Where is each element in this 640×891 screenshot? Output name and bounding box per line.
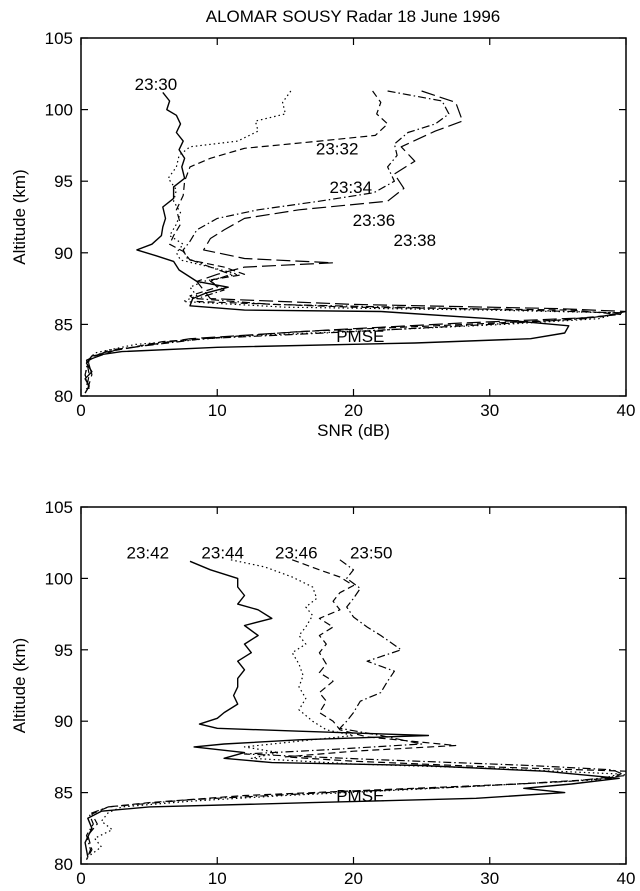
y-tick-label: 85 bbox=[54, 315, 73, 334]
series-line-2342 bbox=[84, 560, 620, 858]
series-line-2332 bbox=[84, 90, 620, 389]
y-axis-label: Altitude (km) bbox=[10, 638, 29, 733]
annotation-label: 23:32 bbox=[316, 139, 359, 158]
x-tick-label: 20 bbox=[344, 869, 363, 888]
x-tick-label: 30 bbox=[480, 401, 499, 420]
x-tick-label: 10 bbox=[208, 869, 227, 888]
y-tick-label: 85 bbox=[54, 784, 73, 803]
x-tick-label: 10 bbox=[208, 401, 227, 420]
y-tick-label: 80 bbox=[54, 855, 73, 874]
x-tick-label: 40 bbox=[617, 869, 636, 888]
annotation-label: 23:44 bbox=[201, 544, 244, 563]
annotation-label: 23:50 bbox=[350, 544, 393, 563]
series-line-2336 bbox=[84, 90, 624, 389]
x-axis-label: SNR (dB) bbox=[317, 421, 390, 440]
series-group bbox=[84, 559, 626, 860]
x-tick-label: 20 bbox=[344, 401, 363, 420]
series-line-2334 bbox=[85, 90, 622, 389]
y-axis-label: Altitude (km) bbox=[10, 169, 29, 264]
y-tick-label: 105 bbox=[45, 29, 73, 48]
annotation-label: 23:30 bbox=[135, 75, 178, 94]
y-tick-label: 95 bbox=[54, 172, 73, 191]
y-tick-label: 90 bbox=[54, 244, 73, 263]
figure-title: ALOMAR SOUSY Radar 18 June 1996 bbox=[206, 7, 501, 26]
x-tick-label: 30 bbox=[480, 869, 499, 888]
annotation-label: PMSE bbox=[336, 327, 384, 346]
x-tick-label: 0 bbox=[76, 401, 85, 420]
x-tick-label: 40 bbox=[617, 401, 636, 420]
annotation-label: 23:46 bbox=[275, 544, 318, 563]
annotation-label: 23:42 bbox=[126, 544, 169, 563]
annotation-label: 23:38 bbox=[394, 231, 437, 250]
y-tick-label: 80 bbox=[54, 387, 73, 406]
top-panel: 0 10 20 30 40 80 85 90 95 100 105 SNR (dB) Altitude … bbox=[10, 29, 635, 440]
series-line-2350 bbox=[85, 559, 626, 860]
series-line-2330 bbox=[84, 91, 570, 394]
series-line-2344 bbox=[87, 559, 620, 858]
x-axis-label: SNR (dB) bbox=[317, 889, 390, 891]
y-tick-label: 100 bbox=[45, 569, 73, 588]
series-group bbox=[84, 90, 626, 394]
annotation-label: 23:36 bbox=[353, 211, 396, 230]
series-line-2346 bbox=[85, 559, 626, 860]
bottom-panel: 0 10 20 30 40 80 85 90 95 100 105 SNR (dB) Altitude … bbox=[10, 498, 635, 891]
y-tick-label: 105 bbox=[45, 498, 73, 517]
annotation-label: PMSE bbox=[336, 786, 384, 805]
y-tick-label: 100 bbox=[45, 101, 73, 120]
series-line-2338 bbox=[87, 90, 626, 389]
y-tick-label: 95 bbox=[54, 641, 73, 660]
x-tick-label: 0 bbox=[76, 869, 85, 888]
annotation-label: 23:34 bbox=[330, 178, 373, 197]
y-tick-label: 90 bbox=[54, 712, 73, 731]
